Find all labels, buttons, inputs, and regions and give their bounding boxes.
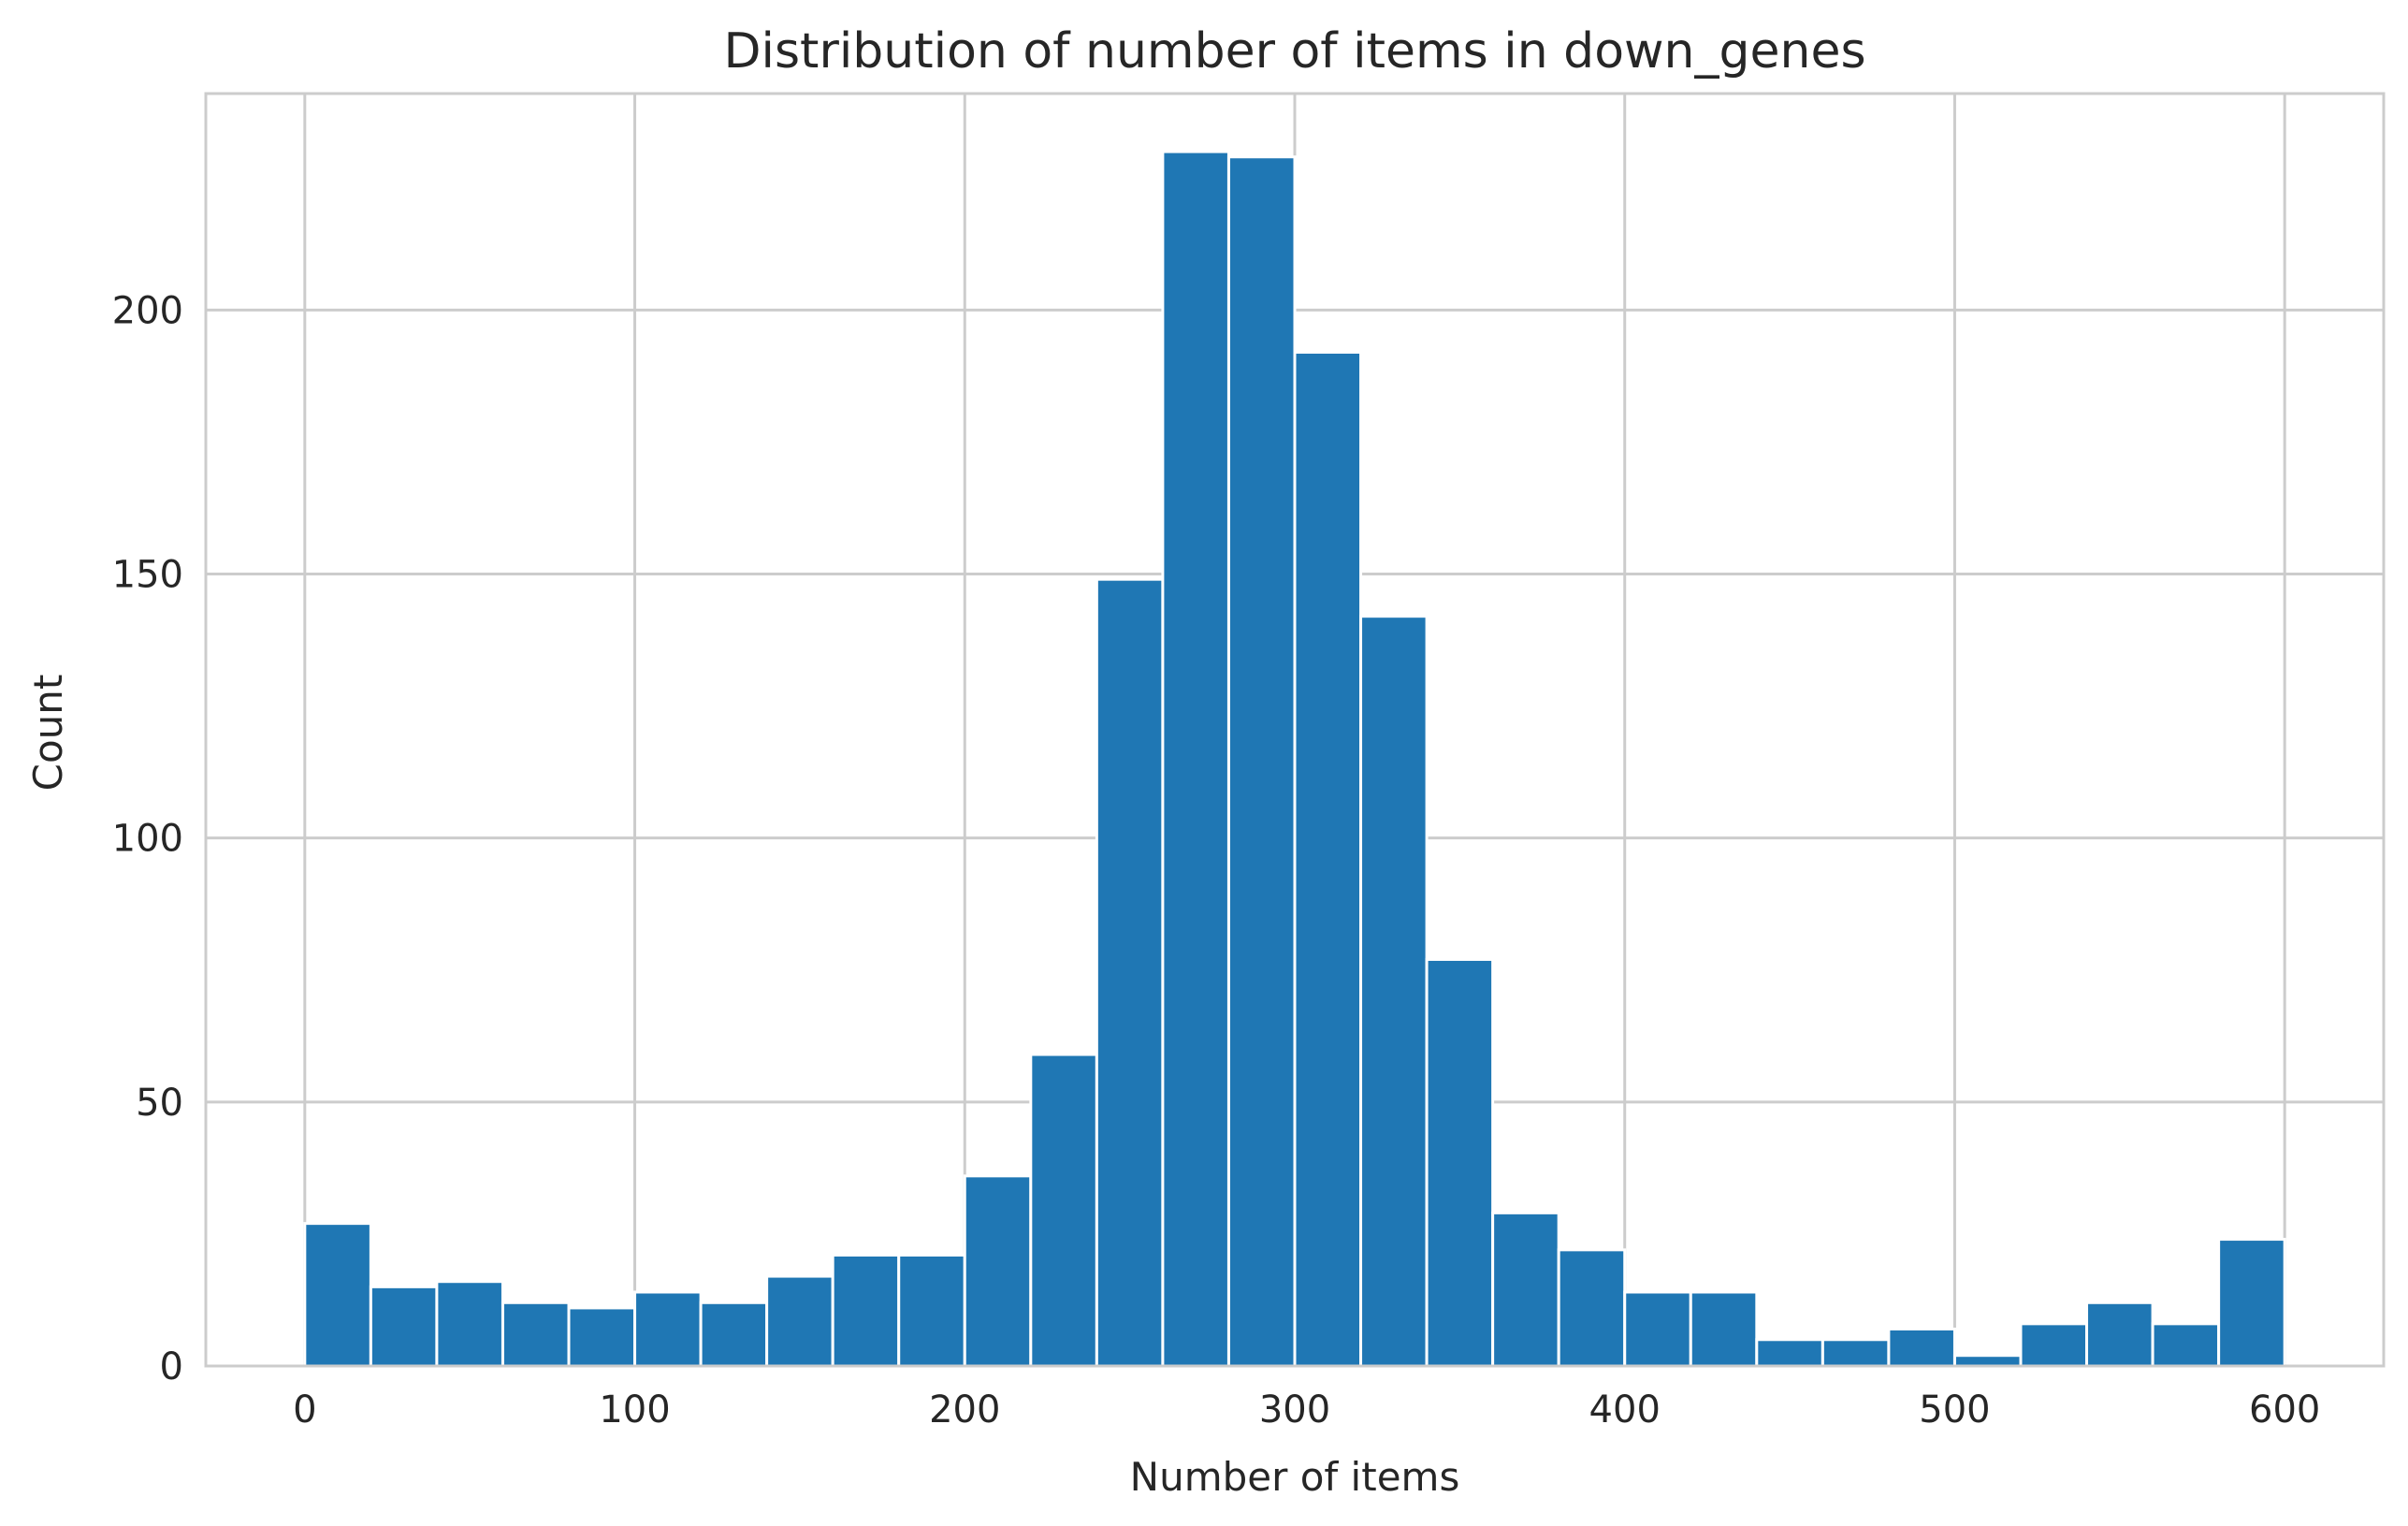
- x-tick-label: 200: [929, 1388, 1000, 1432]
- histogram-bar: [1029, 1053, 1098, 1368]
- y-tick-label: 0: [160, 1345, 183, 1388]
- histogram-bar: [963, 1174, 1033, 1368]
- histogram-bar: [831, 1253, 901, 1368]
- histogram-bar: [2085, 1301, 2154, 1368]
- x-tick-label: 0: [293, 1388, 316, 1432]
- histogram-bar: [2151, 1322, 2221, 1368]
- histogram-bar: [765, 1274, 834, 1368]
- histogram-bar: [1491, 1211, 1560, 1368]
- x-tick-label: 100: [599, 1388, 670, 1432]
- histogram-bar: [1755, 1338, 1824, 1368]
- histogram-bar: [567, 1306, 637, 1368]
- histogram-bar: [1887, 1327, 1956, 1368]
- histogram-bar: [1689, 1290, 1759, 1368]
- histogram-bar: [1821, 1338, 1891, 1368]
- x-tick-label: 300: [1259, 1388, 1330, 1432]
- x-tick-labels: 0 100 200 300 400 500 600: [293, 1388, 2320, 1432]
- y-tick-label: 150: [112, 554, 183, 597]
- histogram-bar: [897, 1253, 966, 1368]
- histogram-bar: [500, 1301, 571, 1368]
- histogram-bar: [1425, 957, 1495, 1368]
- x-tick-label: 400: [1589, 1388, 1661, 1432]
- histogram-bar: [1557, 1248, 1627, 1368]
- histogram-bar: [435, 1280, 504, 1368]
- histogram-bar: [1952, 1354, 2023, 1368]
- plot-frame: [204, 92, 2386, 1368]
- y-tick-label: 200: [112, 289, 183, 332]
- y-tick-label: 100: [112, 818, 183, 861]
- histogram-bar: [303, 1222, 372, 1368]
- y-tick-label: 50: [136, 1082, 183, 1125]
- histogram-bar: [633, 1290, 703, 1368]
- x-tick-label: 600: [2249, 1388, 2320, 1432]
- histogram-bar: [1623, 1290, 1692, 1368]
- histogram-bar: [1226, 155, 1297, 1368]
- histogram-bar: [699, 1301, 769, 1368]
- histogram-bar: [1161, 150, 1230, 1368]
- histogram-bar: [1095, 577, 1165, 1368]
- x-tick-label: 500: [1919, 1388, 1990, 1432]
- histogram-bar: [369, 1285, 439, 1368]
- chart-title: Distribution of number of items in down_…: [723, 23, 1865, 80]
- y-axis-label: Count: [25, 675, 71, 792]
- histogram-bar: [2217, 1238, 2286, 1368]
- histogram-bar: [1293, 351, 1363, 1368]
- x-axis-label: Number of items: [1130, 1454, 1460, 1500]
- histogram-bar: [2019, 1322, 2089, 1368]
- y-tick-labels: 0 50 100 150 200: [112, 289, 183, 1388]
- histogram-bar: [1359, 615, 1429, 1368]
